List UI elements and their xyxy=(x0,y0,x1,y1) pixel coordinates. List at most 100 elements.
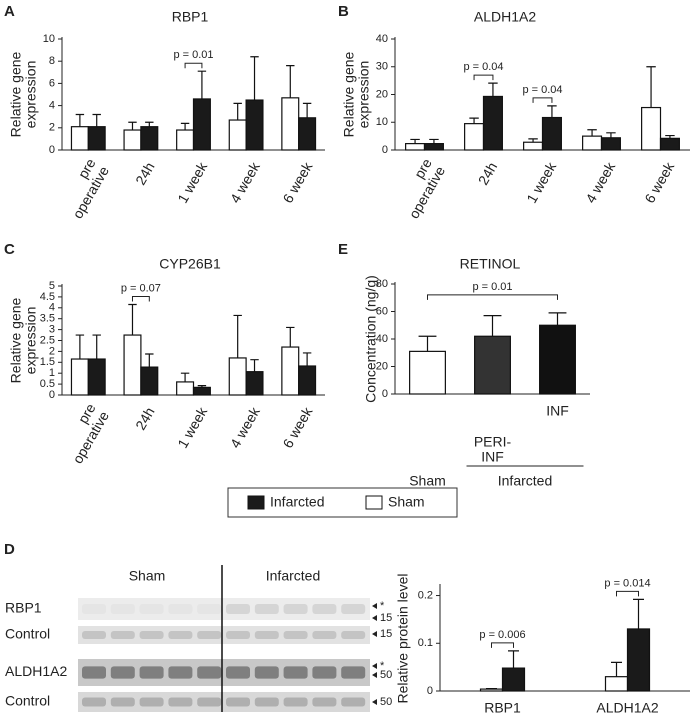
y-tick-label: 40 xyxy=(376,33,388,45)
y-tick-label: 2.5 xyxy=(40,334,55,346)
bar xyxy=(298,117,317,151)
panel-letter: E xyxy=(338,241,348,258)
significance-bracket xyxy=(616,590,639,597)
y-tick-label: 0 xyxy=(49,144,55,156)
blot-band xyxy=(312,666,337,679)
bar xyxy=(140,366,159,396)
bar xyxy=(474,335,511,395)
bar xyxy=(626,628,651,692)
y-tick-label: 4.5 xyxy=(40,291,55,303)
legend-label: Infarcted xyxy=(270,494,324,510)
blot-strip xyxy=(78,692,370,712)
blot-band xyxy=(254,666,279,679)
blot-band xyxy=(226,604,250,614)
bar xyxy=(464,123,485,151)
bar xyxy=(123,334,142,396)
blot-group-label: Infarcted xyxy=(266,568,320,584)
blot-band xyxy=(139,604,164,614)
bar xyxy=(582,135,603,151)
bar xyxy=(176,381,195,396)
bar xyxy=(479,688,504,692)
blot-band xyxy=(226,666,250,679)
panel-letter: D xyxy=(4,541,15,558)
blot-band xyxy=(254,697,279,707)
blot-band xyxy=(341,666,366,679)
error-bar xyxy=(92,113,101,127)
blot-band xyxy=(312,697,337,707)
y-tick-label: 2 xyxy=(49,122,55,134)
error-bar xyxy=(233,102,242,121)
error-bar xyxy=(508,650,519,669)
significance-bracket xyxy=(491,642,514,648)
error-bar xyxy=(429,138,439,144)
blot-band xyxy=(168,697,193,707)
error-bar xyxy=(646,66,656,108)
y-axis-label: Relative protein level xyxy=(395,574,411,704)
y-tick-label: 1 xyxy=(49,367,55,379)
marker-arrow xyxy=(372,603,377,609)
blot-band xyxy=(312,630,337,640)
bar xyxy=(298,365,317,396)
x-tick-label: 24h xyxy=(132,159,158,187)
y-tick-label: 6 xyxy=(49,77,55,89)
x-tick-label: 4 week xyxy=(227,403,264,450)
bar xyxy=(87,126,106,151)
error-bar xyxy=(75,334,85,360)
p-value: p = 0.006 xyxy=(479,629,525,641)
blot-band xyxy=(312,604,337,614)
error-bar xyxy=(180,372,190,382)
x-tick-label: preoperative xyxy=(56,400,112,466)
blot-band xyxy=(226,697,250,707)
size-marker: * xyxy=(380,600,385,612)
blot-band xyxy=(197,697,222,707)
x-tick-label: 4 week xyxy=(582,158,619,205)
bar xyxy=(228,119,247,151)
y-tick-label: 10 xyxy=(376,116,388,128)
bar xyxy=(409,350,446,395)
error-bar xyxy=(128,303,137,336)
error-bar xyxy=(665,134,675,139)
y-tick-label: 2 xyxy=(49,345,55,357)
bar xyxy=(123,129,142,151)
x-tick-label: 4 week xyxy=(227,158,264,205)
x-tick-label: INF xyxy=(546,403,569,419)
y-axis-label: Relative geneexpression xyxy=(7,51,38,137)
y-tick-label: 0 xyxy=(49,389,55,401)
error-bar xyxy=(633,598,644,629)
bar xyxy=(641,106,662,151)
y-tick-label: 0 xyxy=(382,144,388,156)
x-tick-label: 6 week xyxy=(279,403,316,450)
p-value: p = 0.014 xyxy=(604,577,650,589)
blot-band xyxy=(341,604,366,614)
bar xyxy=(523,141,544,151)
bar xyxy=(600,137,621,151)
error-bar xyxy=(547,105,557,118)
bar xyxy=(192,98,211,151)
y-tick-label: 80 xyxy=(376,278,388,290)
blot-band xyxy=(197,630,222,640)
chart-title: RBP1 xyxy=(172,9,209,25)
significance-bracket xyxy=(184,62,203,69)
blot-band xyxy=(197,604,222,614)
bar xyxy=(539,324,576,395)
size-marker: 15 xyxy=(380,612,392,624)
error-bar xyxy=(469,117,479,124)
p-value: p = 0.04 xyxy=(522,84,562,96)
blot-band xyxy=(139,697,164,707)
blot-strip xyxy=(78,626,370,644)
blot-band xyxy=(168,666,193,679)
panel-letter: A xyxy=(4,3,15,20)
x-tick-label: preoperative xyxy=(56,155,112,221)
error-bar xyxy=(606,132,616,138)
y-tick-label: 10 xyxy=(43,33,55,45)
chart-title: RETINOL xyxy=(460,256,521,272)
error-bar xyxy=(611,661,622,677)
legend-label: Sham xyxy=(388,494,425,510)
bar xyxy=(423,143,444,151)
blot-row-label: Control xyxy=(5,693,50,709)
blot-band xyxy=(226,630,250,640)
error-bar xyxy=(488,82,498,97)
p-value: p = 0.07 xyxy=(121,282,161,294)
blot-group-label: Sham xyxy=(129,568,166,584)
blot-band xyxy=(139,630,164,640)
